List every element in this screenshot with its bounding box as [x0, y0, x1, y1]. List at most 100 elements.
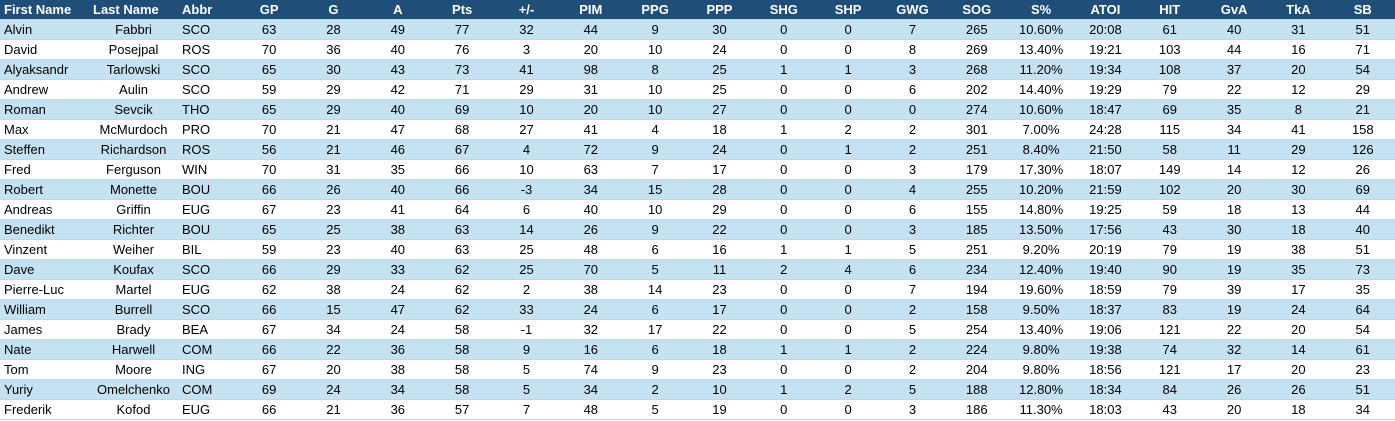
table-cell: 14.40%	[1008, 79, 1074, 100]
table-cell: 59	[237, 79, 302, 100]
table-cell: 32	[558, 319, 623, 340]
table-cell: 3	[880, 219, 945, 240]
table-cell: 83	[1137, 299, 1202, 320]
table-cell: 43	[1137, 399, 1202, 420]
table-cell: 74	[1137, 339, 1202, 360]
table-cell: 0	[751, 399, 816, 420]
table-cell: 115	[1137, 119, 1202, 140]
table-cell: 70	[237, 159, 302, 180]
table-cell: 17	[687, 159, 752, 180]
table-cell: 24	[558, 299, 623, 320]
table-cell: 36	[301, 39, 366, 60]
header-cell: A	[365, 0, 430, 20]
table-cell: ROS	[178, 39, 237, 60]
header-cell: HIT	[1137, 0, 1202, 20]
table-cell: 62	[429, 279, 495, 300]
table-cell: 25	[687, 59, 752, 80]
table-cell: 31	[301, 159, 366, 180]
table-cell: 186	[944, 399, 1009, 420]
table-cell: 29	[301, 99, 366, 120]
table-cell: 66	[237, 179, 302, 200]
table-cell: 24:28	[1073, 119, 1138, 140]
table-cell: 63	[237, 19, 302, 40]
table-cell: SCO	[178, 19, 237, 40]
table-cell: 29	[494, 79, 559, 100]
table-cell: 41	[558, 119, 623, 140]
table-cell: EUG	[178, 199, 237, 220]
table-cell: 21	[301, 139, 366, 160]
table-cell: 13.40%	[1008, 319, 1074, 340]
table-cell: 14	[1201, 159, 1267, 180]
header-cell: S%	[1008, 0, 1074, 20]
table-cell: 26	[301, 179, 366, 200]
table-cell: 0	[815, 399, 881, 420]
table-cell: Tarlowski	[89, 59, 178, 80]
table-cell: 77	[429, 19, 495, 40]
table-cell: 188	[944, 379, 1009, 400]
header-cell: GWG	[880, 0, 945, 20]
table-cell: 51	[1330, 379, 1395, 400]
header-cell: SB	[1330, 0, 1395, 20]
table-cell: 72	[558, 139, 623, 160]
table-cell: 158	[1330, 119, 1395, 140]
table-cell: 24	[301, 379, 366, 400]
table-cell: 15	[301, 299, 366, 320]
table-row: Fred Ferguson WIN 70 31 35 66 10 63 7 17 0 0 3 179 17.3…	[0, 159, 1395, 180]
table-cell: 0	[751, 79, 816, 100]
table-cell: 0	[751, 39, 816, 60]
table-cell: 0	[815, 39, 881, 60]
table-cell: 3	[880, 159, 945, 180]
table-cell: 5	[880, 379, 945, 400]
table-cell: 68	[429, 119, 495, 140]
table-cell: 10.60%	[1008, 19, 1074, 40]
table-cell: 121	[1137, 359, 1202, 380]
table-cell: 2	[880, 119, 945, 140]
table-cell: 79	[1137, 239, 1202, 260]
table-cell: BEA	[178, 319, 237, 340]
table-cell: 26	[1201, 379, 1267, 400]
table-cell: 44	[1201, 39, 1267, 60]
table-cell: 34	[301, 319, 366, 340]
table-cell: 98	[558, 59, 623, 80]
table-cell: 18:07	[1073, 159, 1138, 180]
table-cell: 9.20%	[1008, 239, 1074, 260]
table-cell: Steffen	[0, 139, 89, 160]
table-cell: 158	[944, 299, 1009, 320]
table-cell: 51	[1330, 239, 1395, 260]
table-cell: 179	[944, 159, 1009, 180]
table-cell: 22	[687, 319, 752, 340]
table-cell: 20	[1266, 59, 1331, 80]
table-cell: 38	[301, 279, 366, 300]
table-cell: 155	[944, 199, 1009, 220]
table-cell: 67	[237, 319, 302, 340]
table-cell: 59	[237, 239, 302, 260]
table-cell: 2	[880, 139, 945, 160]
table-cell: 34	[1330, 399, 1395, 420]
table-cell: 71	[1330, 39, 1395, 60]
table-cell: 47	[365, 119, 430, 140]
table-cell: 7	[880, 279, 945, 300]
table-cell: 18	[1266, 399, 1331, 420]
table-cell: 0	[751, 159, 816, 180]
table-cell: 36	[365, 399, 430, 420]
table-cell: 254	[944, 319, 1009, 340]
table-cell: Alyaksandr	[0, 59, 89, 80]
table-cell: 20:08	[1073, 19, 1138, 40]
table-cell: 11	[687, 259, 752, 280]
table-cell: 67	[429, 139, 495, 160]
table-cell: 7	[494, 399, 559, 420]
table-cell: Richter	[89, 219, 178, 240]
table-cell: 32	[494, 19, 559, 40]
table-cell: 62	[237, 279, 302, 300]
table-cell: 10.20%	[1008, 179, 1074, 200]
table-cell: 29	[301, 259, 366, 280]
table-cell: 11.30%	[1008, 399, 1074, 420]
table-cell: 34	[365, 379, 430, 400]
table-cell: 24	[365, 279, 430, 300]
table-cell: 18:56	[1073, 359, 1138, 380]
table-cell: 25	[687, 79, 752, 100]
table-cell: 14.80%	[1008, 199, 1074, 220]
table-cell: Fabbri	[89, 19, 178, 40]
table-cell: 69	[429, 99, 495, 120]
table-cell: Pierre-Luc	[0, 279, 89, 300]
